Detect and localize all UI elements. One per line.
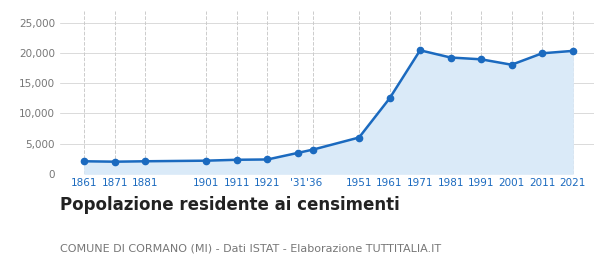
Text: Popolazione residente ai censimenti: Popolazione residente ai censimenti xyxy=(60,196,400,214)
Text: COMUNE DI CORMANO (MI) - Dati ISTAT - Elaborazione TUTTITALIA.IT: COMUNE DI CORMANO (MI) - Dati ISTAT - El… xyxy=(60,244,441,254)
